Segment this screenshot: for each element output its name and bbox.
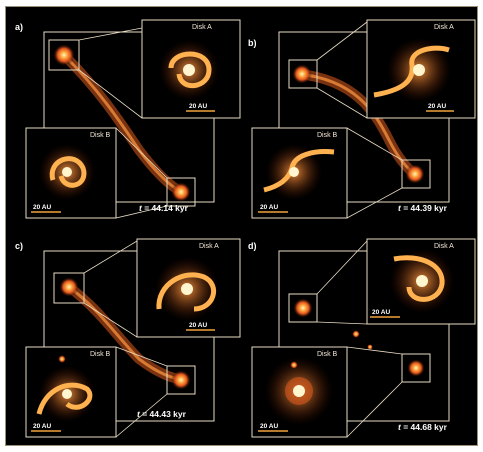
panel-a: a) Disk A Disk B 20 AU 20 AU t = 44.14 k… (9, 10, 245, 229)
panel-a-disk-a-label: Disk A (192, 24, 212, 31)
panel-c-time: t = 44.43 kyr (137, 409, 187, 419)
panel-d-label: d) (248, 241, 257, 251)
panel-a-disk-b-box (166, 177, 196, 207)
panel-b: b) Disk A Disk B 20 AU 20 AU t = 44.39 k… (244, 10, 480, 229)
panel-a-label: a) (15, 22, 23, 32)
panel-c-scale-a-label: 20 AU (189, 322, 207, 329)
panel-d-image: d) Disk A Disk B 20 AU 20 AU t = 44.68 k… (248, 238, 476, 438)
panel-d-scale-a-label: 20 AU (372, 309, 390, 316)
panel-c-label: c) (15, 241, 23, 251)
panel-c-disk-b-label: Disk B (90, 351, 111, 358)
panel-a-disk-a-box (48, 39, 80, 71)
panel-c-scale-b-label: 20 AU (33, 423, 51, 430)
panel-d-time: t = 44.68 kyr (398, 422, 448, 432)
panel-a-time: t = 44.14 kyr (139, 203, 189, 213)
panel-a-scale-b-label: 20 AU (33, 204, 51, 211)
panel-c: c) Disk A Disk B 20 AU 20 AU t = 44.43 k… (9, 229, 245, 448)
panel-b-disk-a-label: Disk A (434, 24, 454, 31)
panel-a-disk-b-label: Disk B (90, 132, 111, 139)
panel-c-disk-a-label: Disk A (199, 243, 219, 250)
panel-b-time: t = 44.39 kyr (398, 203, 448, 213)
panel-b-image: b) Disk A Disk B 20 AU 20 AU t = 44.39 k… (248, 19, 476, 219)
panel-a-scale-a-label: 20 AU (189, 103, 207, 110)
panel-d: d) Disk A Disk B 20 AU 20 AU t = 44.68 k… (244, 229, 480, 448)
panel-c-image: c) Disk A Disk B 20 AU 20 AU t = 44.43 k… (15, 238, 241, 438)
figure-frame: a) Disk A Disk B 20 AU 20 AU t = 44.14 k… (5, 6, 478, 446)
panel-d-disk-a-label: Disk A (434, 243, 454, 250)
panel-b-scale-a-label: 20 AU (428, 103, 446, 110)
panel-b-disk-b-label: Disk B (317, 132, 338, 139)
panel-a-image: a) Disk A Disk B 20 AU 20 AU t = 44.14 k… (15, 19, 241, 219)
panel-b-label: b) (248, 38, 257, 48)
panel-d-scale-b-label: 20 AU (260, 423, 278, 430)
panel-b-scale-b-label: 20 AU (260, 204, 278, 211)
panel-d-disk-b-label: Disk B (317, 351, 338, 358)
